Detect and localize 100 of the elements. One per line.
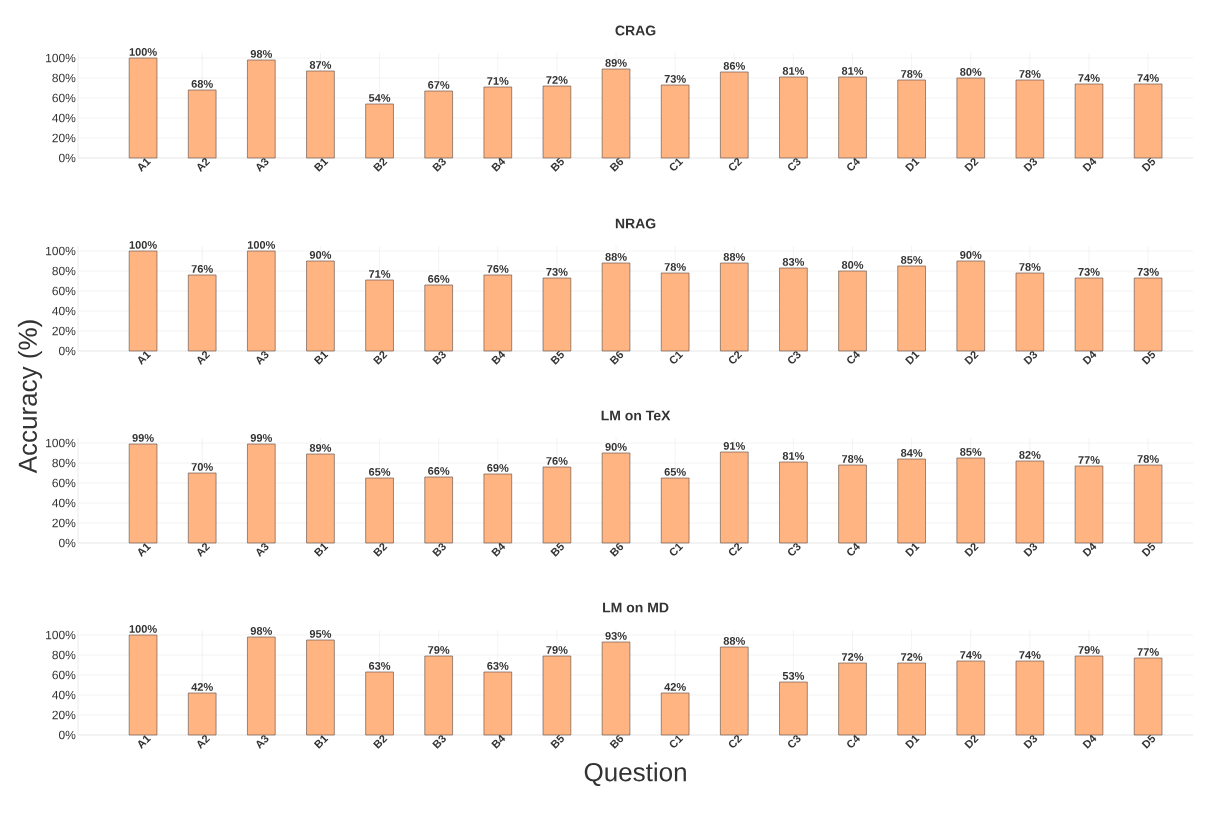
data-label: 100% [129, 241, 157, 249]
bar [306, 70, 335, 159]
bar [601, 262, 631, 352]
bar [601, 641, 631, 736]
bar [424, 655, 453, 736]
x-tick-label: C3 [788, 543, 801, 556]
x-tick-label: B5 [550, 350, 564, 365]
bar [483, 274, 512, 352]
bar [247, 250, 276, 352]
data-label: 78% [1019, 263, 1041, 271]
bar [1074, 277, 1104, 352]
data-label: 90% [605, 443, 627, 451]
bar [306, 639, 335, 736]
x-tick-label: C1 [669, 735, 684, 748]
data-label: 63% [487, 662, 509, 670]
x-tick-label: D2 [964, 543, 979, 557]
x-tick-label: A3 [256, 543, 269, 558]
chart-title: LM on MD [603, 602, 669, 613]
bar [128, 634, 158, 736]
bar [542, 655, 572, 736]
x-tick-label: D4 [1082, 350, 1097, 365]
bar [542, 85, 572, 159]
bar [483, 86, 512, 159]
data-label: 77% [1137, 648, 1159, 656]
bar [779, 267, 808, 352]
x-tick-label: D4 [1082, 542, 1097, 557]
y-tick-label: 40% [52, 306, 76, 316]
x-tick-label: D5 [1141, 157, 1156, 172]
bar [1133, 277, 1163, 352]
data-label: 80% [841, 261, 864, 269]
x-tick-label: C2 [728, 351, 743, 364]
x-tick-label: D1 [905, 351, 920, 365]
bar [188, 89, 217, 159]
data-label: 74% [1019, 651, 1041, 659]
y-tick-label: 100% [46, 630, 76, 640]
chart-title: LM on TeX [601, 410, 671, 421]
data-label: 81% [782, 452, 805, 460]
data-label: 69% [487, 464, 509, 472]
x-tick-label: B3 [432, 543, 446, 557]
data-label: 85% [960, 448, 982, 456]
x-tick-label: B4 [491, 542, 506, 557]
y-tick-label: 40% [52, 113, 76, 123]
x-tick-label: B2 [373, 351, 388, 365]
x-tick-label: A2 [197, 158, 211, 173]
x-tick-label: C3 [788, 158, 801, 171]
x-tick-label: C4 [847, 350, 861, 364]
bar [720, 262, 749, 352]
x-tick-label: A2 [197, 543, 211, 558]
x-tick-label: B2 [373, 735, 388, 749]
data-label: 72% [901, 653, 923, 661]
data-label: 80% [960, 68, 982, 76]
data-label: 73% [1137, 268, 1159, 276]
x-tick-label: A1 [138, 735, 152, 749]
x-tick-label: C1 [669, 543, 684, 556]
y-tick-label: 80% [52, 73, 76, 83]
bar [424, 476, 453, 544]
x-tick-label: C4 [847, 734, 861, 748]
data-label: 89% [605, 59, 627, 67]
x-tick-label: B6 [609, 351, 624, 365]
x-tick-label: B1 [313, 158, 329, 172]
y-tick-label: 20% [52, 133, 76, 143]
data-label: 86% [723, 62, 745, 70]
x-tick-label: C2 [728, 158, 743, 171]
data-label: 82% [1019, 451, 1041, 459]
bar [1015, 79, 1045, 159]
bar [897, 458, 926, 544]
y-tick-label: 0% [58, 538, 76, 548]
data-label: 76% [546, 457, 568, 465]
y-tick-label: 20% [52, 710, 76, 720]
x-tick-label: B1 [313, 351, 329, 365]
bar [306, 453, 335, 544]
x-tick-label: D1 [905, 158, 920, 172]
data-label: 76% [191, 265, 213, 273]
bar [247, 59, 276, 159]
x-tick-label: B5 [550, 157, 564, 172]
bar [956, 660, 985, 736]
data-label: 71% [369, 270, 391, 278]
data-label: 88% [723, 637, 745, 645]
data-label: 78% [664, 263, 686, 271]
x-tick-label: D4 [1082, 157, 1097, 172]
bar [838, 270, 867, 352]
x-tick-label: B1 [313, 543, 329, 557]
data-label: 100% [247, 241, 276, 249]
bar [660, 84, 690, 159]
x-axis-title: Question [584, 762, 686, 787]
bar [247, 443, 276, 544]
data-label: 81% [841, 67, 864, 75]
data-label: 78% [1137, 455, 1159, 463]
data-label: 65% [368, 468, 391, 476]
bar [601, 68, 631, 159]
data-label: 99% [250, 434, 273, 442]
data-label: 81% [782, 67, 805, 75]
data-label: 93% [605, 632, 627, 640]
y-tick-label: 60% [52, 478, 76, 488]
x-tick-label: B2 [373, 158, 388, 172]
bar [838, 76, 867, 159]
y-tick-label: 80% [52, 650, 76, 660]
data-label: 87% [309, 61, 332, 69]
x-tick-label: A1 [138, 158, 152, 172]
data-label: 77% [1078, 456, 1100, 464]
